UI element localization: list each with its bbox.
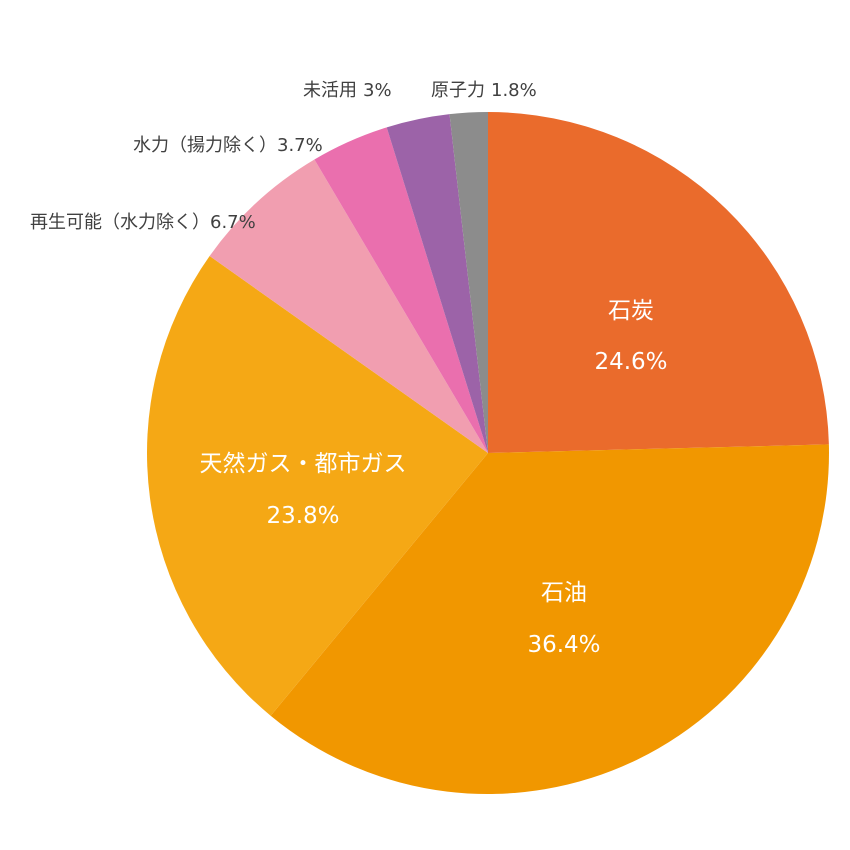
- renewable-label: 再生可能（水力除く）: [30, 212, 210, 233]
- outside-label-unused: 未活用 3%: [303, 80, 392, 101]
- unused-value: 3%: [363, 80, 392, 101]
- pie-slice-renewable: [209, 159, 488, 454]
- pie-slice-nuclear: [449, 112, 488, 453]
- outside-label-renewable: 再生可能（水力除く）6.7%: [30, 212, 256, 233]
- pie-slice-gas: [147, 256, 488, 716]
- hydro-label: 水力（揚力除く）: [133, 135, 277, 156]
- label-coal: 石炭 24.6%: [594, 298, 667, 375]
- pie-slice-hydro: [314, 127, 488, 453]
- slice-label-oil: 石油: [541, 580, 587, 606]
- outside-label-nuclear: 原子力 1.8%: [431, 80, 537, 101]
- slice-value-coal: 24.6%: [594, 349, 667, 375]
- slice-value-oil: 36.4%: [527, 632, 600, 658]
- pie-slice-unused: [386, 114, 488, 454]
- outside-label-hydro: 水力（揚力除く）3.7%: [133, 135, 323, 156]
- slice-label-coal: 石炭: [608, 298, 654, 324]
- unused-label: 未活用: [303, 80, 357, 101]
- hydro-value: 3.7%: [277, 135, 323, 156]
- slice-label-gas: 天然ガス・都市ガス: [200, 451, 407, 477]
- nuclear-value: 1.8%: [491, 80, 537, 101]
- nuclear-label: 原子力: [431, 80, 485, 101]
- pie-slice-coal: [488, 112, 829, 453]
- label-gas: 天然ガス・都市ガス 23.8%: [200, 451, 407, 529]
- slice-value-gas: 23.8%: [266, 503, 339, 529]
- pie-slices: [147, 112, 829, 795]
- label-oil: 石油 36.4%: [527, 580, 600, 658]
- renewable-value: 6.7%: [210, 212, 256, 233]
- pie-slice-oil: [270, 444, 829, 795]
